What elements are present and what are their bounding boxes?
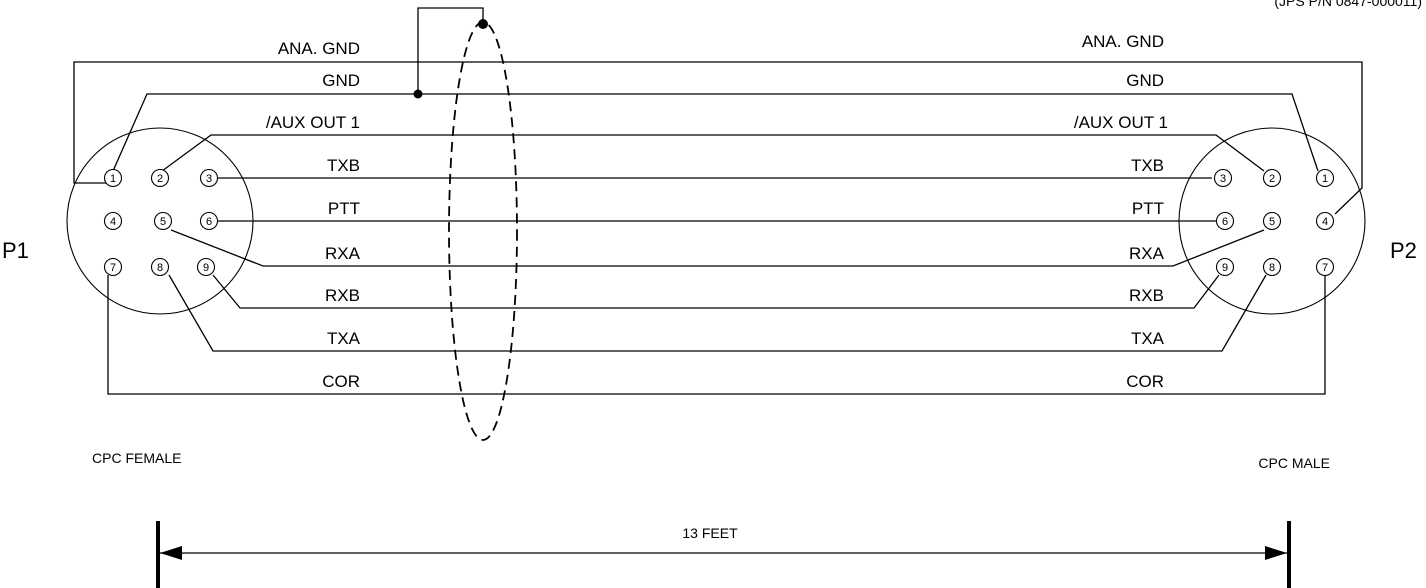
- svg-text:3: 3: [1220, 173, 1226, 185]
- p2-pin-4: 4: [1315, 211, 1335, 231]
- p2-pin-5: 5: [1262, 211, 1282, 231]
- p2-pin-2: 2: [1262, 168, 1282, 188]
- label-rxb-right: RXB: [1129, 286, 1164, 305]
- label-gnd-right: GND: [1126, 71, 1164, 90]
- wire-aux-out-1: [161, 134, 1265, 172]
- p2-pin-9: 9: [1215, 257, 1235, 277]
- label-gnd-left: GND: [322, 71, 360, 90]
- wire-rxb: [212, 274, 1220, 309]
- p1-connector-type: CPC FEMALE: [92, 450, 181, 466]
- shield-drain-wire: [417, 7, 484, 94]
- label-ana-gnd-right: ANA. GND: [1082, 32, 1164, 51]
- label-aux-out-left: /AUX OUT 1: [266, 113, 360, 132]
- wire-txa: [168, 274, 1267, 352]
- label-ptt-right: PTT: [1132, 199, 1164, 218]
- p2-label: P2: [1390, 238, 1417, 263]
- wire-cor: [107, 275, 1326, 395]
- svg-text:7: 7: [1322, 262, 1328, 274]
- p1-pin-1: 1: [103, 168, 123, 188]
- p1-pin-6: 6: [199, 211, 219, 231]
- p2-pin-8: 8: [1262, 257, 1282, 277]
- cable-shield: [448, 21, 518, 441]
- svg-text:3: 3: [206, 173, 212, 185]
- svg-text:1: 1: [110, 173, 116, 185]
- shield-junction-dot: [478, 19, 488, 29]
- svg-text:6: 6: [1222, 216, 1228, 228]
- label-rxa-right: RXA: [1129, 244, 1165, 263]
- label-ptt-left: PTT: [328, 199, 360, 218]
- gnd-junction-dot: [413, 89, 423, 99]
- label-txb-left: TXB: [327, 156, 360, 175]
- label-txa-left: TXA: [327, 329, 361, 348]
- p1-pin-9: 9: [196, 257, 216, 277]
- svg-text:9: 9: [203, 262, 209, 274]
- svg-text:8: 8: [157, 262, 163, 274]
- label-aux-out-right: /AUX OUT 1: [1074, 113, 1168, 132]
- p1-pin-3: 3: [199, 168, 219, 188]
- p2-pin-6: 6: [1215, 211, 1235, 231]
- svg-text:9: 9: [1222, 262, 1228, 274]
- svg-text:6: 6: [206, 216, 212, 228]
- svg-text:2: 2: [1269, 173, 1275, 185]
- label-txb-right: TXB: [1131, 156, 1164, 175]
- svg-text:1: 1: [1322, 173, 1328, 185]
- dimension-arrow-left: [160, 546, 182, 560]
- length-label: 13 FEET: [682, 525, 738, 541]
- p2-pin-1: 1: [1315, 168, 1335, 188]
- label-ana-gnd-left: ANA. GND: [278, 39, 360, 58]
- p1-pin-5: 5: [153, 211, 173, 231]
- wire-rxa: [170, 229, 1265, 267]
- label-cor-right: COR: [1126, 372, 1164, 391]
- wire-gnd: [112, 93, 1319, 172]
- p1-pin-7: 7: [103, 257, 123, 277]
- part-number-note: (JPS P/N 0847-000011): [1274, 0, 1422, 9]
- svg-text:5: 5: [160, 216, 166, 228]
- svg-text:2: 2: [157, 173, 163, 185]
- svg-text:4: 4: [1322, 216, 1328, 228]
- p1-pin-2: 2: [150, 168, 170, 188]
- svg-text:4: 4: [110, 216, 116, 228]
- p2-connector-type: CPC MALE: [1258, 455, 1330, 471]
- p2-pin-7: 7: [1315, 257, 1335, 277]
- dimension-arrow-right: [1265, 546, 1287, 560]
- p1-pin-4: 4: [103, 211, 123, 231]
- svg-text:5: 5: [1269, 216, 1275, 228]
- label-cor-left: COR: [322, 372, 360, 391]
- label-txa-right: TXA: [1131, 329, 1165, 348]
- p1-pin-8: 8: [150, 257, 170, 277]
- label-rxa-left: RXA: [325, 244, 361, 263]
- label-rxb-left: RXB: [325, 286, 360, 305]
- svg-text:8: 8: [1269, 262, 1275, 274]
- svg-text:7: 7: [110, 262, 116, 274]
- wire-ana-gnd: [73, 61, 1363, 215]
- p2-pin-3: 3: [1213, 168, 1233, 188]
- p1-label: P1: [2, 238, 29, 263]
